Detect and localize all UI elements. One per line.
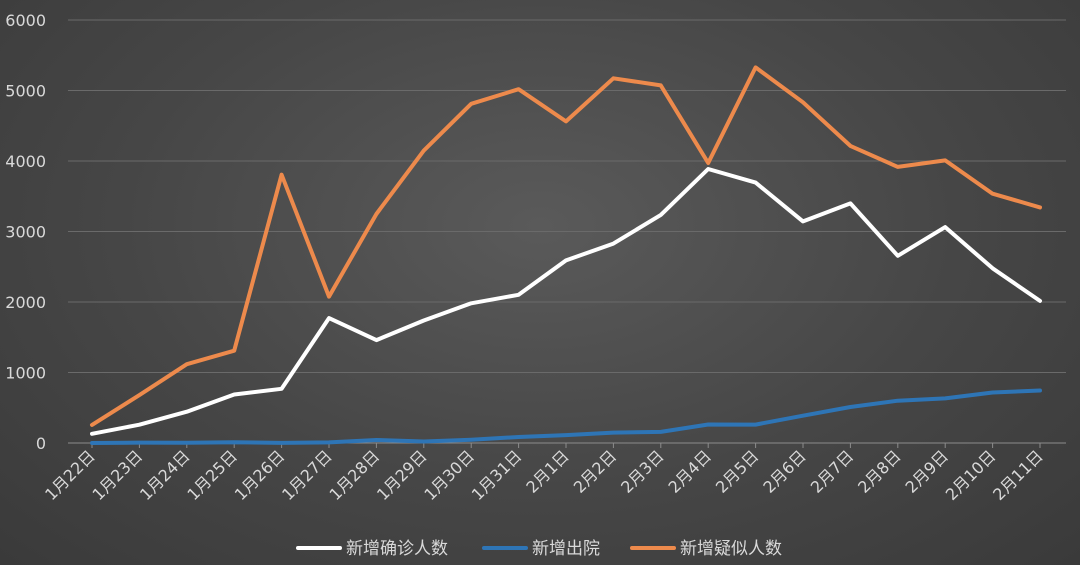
legend-label: 新增疑似人数 [680,539,782,559]
x-tick-label: 2月1日 [522,446,572,496]
y-tick-label: 1000 [5,364,46,383]
x-tick-label: 2月3日 [617,446,667,496]
y-tick-label: 6000 [5,11,46,30]
y-tick-label: 5000 [5,82,46,101]
x-tick-label: 2月10日 [942,446,1000,504]
legend-label: 新增出院 [532,539,600,559]
x-tick-label: 1月24日 [136,446,194,504]
x-tick-label: 1月29日 [373,446,431,504]
x-tick-label: 2月7日 [807,446,857,496]
x-tick-label: 1月26日 [231,446,289,504]
series-line-1 [90,388,1042,445]
x-tick-label: 1月22日 [41,446,99,504]
y-tick-label: 4000 [5,152,46,171]
y-tick-label: 3000 [5,223,46,242]
x-tick-label: 2月6日 [759,446,809,496]
series-line-2 [90,65,1042,427]
x-tick-label: 2月8日 [854,446,904,496]
x-tick-label: 1月23日 [89,446,147,504]
legend: 新增确诊人数 新增出院 新增疑似人数 [296,539,782,559]
y-axis: 0 1000 2000 3000 4000 5000 6000 [5,11,46,453]
series-line-0 [90,167,1042,436]
x-tick-label: 2月4日 [665,446,715,496]
x-tick-label: 1月28日 [326,446,384,504]
x-tick-label: 1月31日 [468,446,526,504]
y-tick-label: 0 [36,434,46,453]
x-axis: 1月22日1月23日1月24日1月25日1月26日1月27日1月28日1月29日… [41,443,1047,504]
y-tick-label: 2000 [5,293,46,312]
series-lines [90,65,1042,445]
x-tick-label: 2月5日 [712,446,762,496]
x-tick-label: 1月25日 [183,446,241,504]
x-tick-label: 2月11日 [989,446,1047,504]
x-tick-label: 1月30日 [420,446,478,504]
legend-label: 新增确诊人数 [346,539,448,559]
gridlines [68,19,1066,444]
x-tick-label: 2月2日 [570,446,620,496]
x-tick-label: 1月27日 [278,446,336,504]
